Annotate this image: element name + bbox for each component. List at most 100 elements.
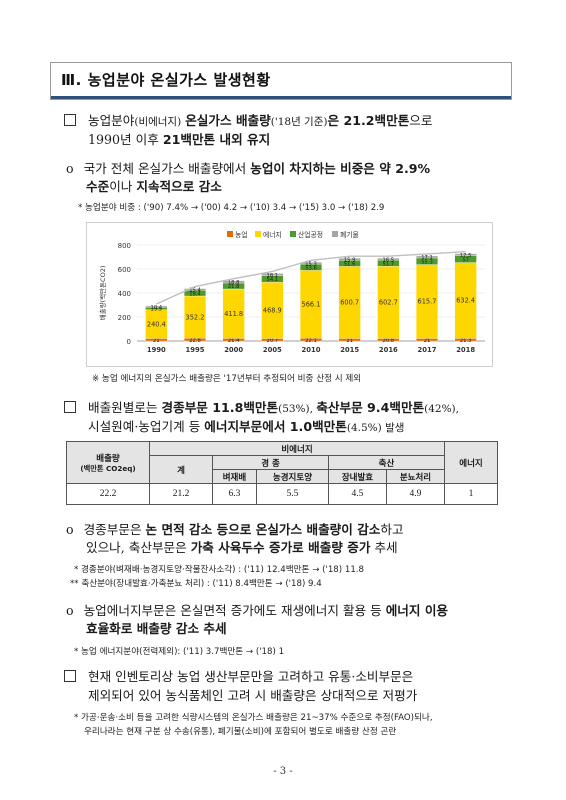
table-header-enteric: 장내발효 (328, 469, 387, 484)
p3-end: 하고 (380, 522, 404, 537)
chart-note: ※ 농업 에너지의 온실가스 배출량은 '17년부터 추정되어 비중 산정 시 … (92, 374, 362, 384)
square-bullet-icon (64, 114, 76, 126)
x-tick-label: 1995 (186, 346, 205, 354)
data-label: 411.8 (224, 310, 243, 318)
table-header-total-label: 배출량 (96, 453, 120, 464)
bar-segment (338, 258, 361, 261)
table-cell: 5.5 (255, 483, 330, 505)
p1-sub-bold: 농업이 차지하는 비중은 약 2.9% (250, 161, 431, 176)
legend-label: 에너지 (263, 230, 282, 239)
p1-text: 농업분야 (88, 113, 135, 128)
heading-underline (51, 96, 511, 99)
data-label: 602.7 (379, 299, 398, 307)
p3-line2-text: 있으나, 축산부문은 (86, 540, 191, 555)
p2-mid-1: (53%), (278, 403, 317, 415)
note-3: ** 축산분야(장내발효·가축분뇨 처리) : ('11) 8.4백만톤 → (… (70, 579, 322, 589)
data-label: 22.1 (305, 338, 317, 344)
p2-bold-1: 경종부문 11.8백만톤 (161, 400, 279, 415)
bar-segment (416, 255, 438, 259)
data-label: 53.6 (305, 265, 317, 271)
data-label: 240.4 (147, 320, 166, 328)
data-label: 17.1 (421, 255, 433, 261)
legend-swatch (227, 231, 233, 237)
emissions-chart-svg: 0 200 400 600 800 배출량(백만톤CO2) 농업 에너지 산업공정 폐기물 21 24… (98, 230, 485, 354)
x-tick-label: 2017 (418, 346, 437, 354)
legend-swatch (255, 231, 261, 237)
data-label: 18.1 (267, 273, 279, 279)
data-label: 21.8 (228, 284, 240, 290)
section-heading-box: Ⅲ. 농업분야 온실가스 발생현황 (50, 62, 512, 100)
paragraph-1-line-1: 농업분야(비에너지) 온실가스 배출량('18년 기준)은 21.2백만톤으로 (64, 112, 432, 131)
p1-sub-line2-bold-1: 수준 (86, 179, 110, 194)
data-label: 15.9 (344, 257, 356, 263)
table-cell: 6.3 (212, 483, 257, 505)
paragraph-2-line-1: 배출원별로는 경종부문 11.8백만톤(53%), 축산부문 9.4백만톤(42… (64, 399, 459, 418)
legend-swatch (290, 231, 296, 237)
note-5b: 우리나라는 현재 구분 상 수송(유통), 폐기물(소비)에 포함되어 별도로 … (84, 727, 397, 737)
table-cell: 4.9 (385, 483, 446, 505)
p1-bold-2: 은 21.2백만톤 (327, 113, 410, 128)
bar-segment (222, 280, 245, 284)
bar-segment (377, 257, 400, 261)
data-label: 20.7 (267, 338, 279, 344)
p1-bold-1: 온실가스 배출량 (185, 113, 271, 128)
table-header-livestock: 축산 (328, 455, 445, 470)
table-header-manure: 분뇨처리 (385, 469, 446, 484)
p2-mid-2: (42%), (424, 403, 459, 415)
legend-swatch (332, 231, 338, 237)
data-label: 15.4 (189, 288, 201, 294)
p1-end: 으로 (409, 113, 433, 128)
note-2: * 경종분야(벼재배·농경지토양·작물잔사소각) : ('11) 12.4백만톤… (74, 565, 364, 575)
paragraph-2-line-2: 시설원예·농업기계 등 에너지부문에서 1.0백만톤(4.5%) 발생 (88, 418, 404, 437)
data-label: 54.1 (267, 277, 279, 283)
x-tick-label: 2000 (224, 346, 243, 354)
note-1: * 농업분야 비중 : ('90) 7.4% → ('00) 4.2 → ('1… (78, 203, 385, 213)
emissions-chart: 0 200 400 600 800 배출량(백만톤CO2) 농업 에너지 산업공정 폐기물 21 24… (86, 222, 493, 367)
p2-line2-bold: 에너지부문에서 1.0백만톤 (204, 419, 347, 434)
y-tick-label: 200 (118, 314, 131, 322)
p1-paren: (비에너지) (134, 116, 182, 128)
bar-segment (261, 273, 284, 276)
table-header-nonenergy: 비에너지 (149, 441, 445, 456)
data-label: 600.7 (340, 299, 359, 307)
data-label: 21 (424, 338, 431, 344)
data-label: 19.9 (151, 307, 163, 313)
note-4: * 농업 에너지분야(전력제외): ('11) 3.7백만톤 → ('18) 1 (74, 647, 285, 657)
circle-bullet-icon: o (66, 161, 74, 176)
section-heading: Ⅲ. 농업분야 온실가스 발생현황 (61, 71, 271, 89)
table-header-energy: 에너지 (444, 441, 498, 484)
data-label: 21 (346, 338, 353, 344)
bar-segment (184, 288, 206, 291)
p5-line2-text: 제외되어 있어 농식품체인 고려 시 배출량은 상대적으로 저평가 (88, 688, 418, 703)
p2-bold-2: 축산부문 9.4백만톤 (316, 400, 425, 415)
emissions-table: 배출량 (백만톤 CO2eq) 비에너지 에너지 계 경 종 축산 벼재배 농경… (66, 441, 498, 505)
table-header-crop: 경 종 (212, 455, 329, 470)
data-label: 566.1 (302, 301, 321, 309)
p1-sub-text: 국가 전체 온실가스 배출량에서 (83, 161, 251, 176)
y-tick-label: 400 (118, 290, 131, 298)
data-label: 632.4 (456, 297, 475, 305)
paragraph-5-line-1: 현재 인벤토리상 농업 생산부문만을 고려하고 유통·소비부문은 (64, 668, 413, 686)
data-label: 16.5 (383, 257, 395, 263)
table-header-sum: 계 (149, 455, 213, 484)
p3-line2-end: 추세 (370, 540, 398, 555)
p4-text: 농업에너지부문은 온실면적 증가에도 재생에너지 활용 등 (83, 603, 386, 618)
data-label: 19.4 (189, 291, 201, 297)
y-tick-label: 0 (127, 338, 131, 346)
x-tick-label: 2015 (340, 346, 359, 354)
legend-label: 폐기물 (340, 230, 359, 239)
y-tick-label: 800 (118, 242, 131, 250)
total-trend-line (156, 250, 466, 305)
legend-label: 농업 (235, 231, 248, 239)
data-label: 15.3 (305, 261, 317, 267)
data-label: 17.5 (460, 253, 472, 259)
p1-mid: ('18년 기준) (270, 116, 328, 128)
page-number: - 3 - (273, 766, 293, 777)
y-tick-label: 600 (118, 266, 131, 274)
note-5: * 가공·운송·소비 등을 고려한 식량시스템의 온실가스 배출량은 21~37… (74, 713, 433, 723)
data-label: 21.4 (228, 338, 240, 344)
table-cell: 4.5 (328, 483, 387, 505)
p5-text: 현재 인벤토리상 농업 생산부문만을 고려하고 유통·소비부문은 (88, 669, 414, 684)
paragraph-4-line-2: 효율화로 배출량 감소 추세 (86, 620, 227, 638)
table-header-total: 배출량 (백만톤 CO2eq) (66, 441, 150, 484)
